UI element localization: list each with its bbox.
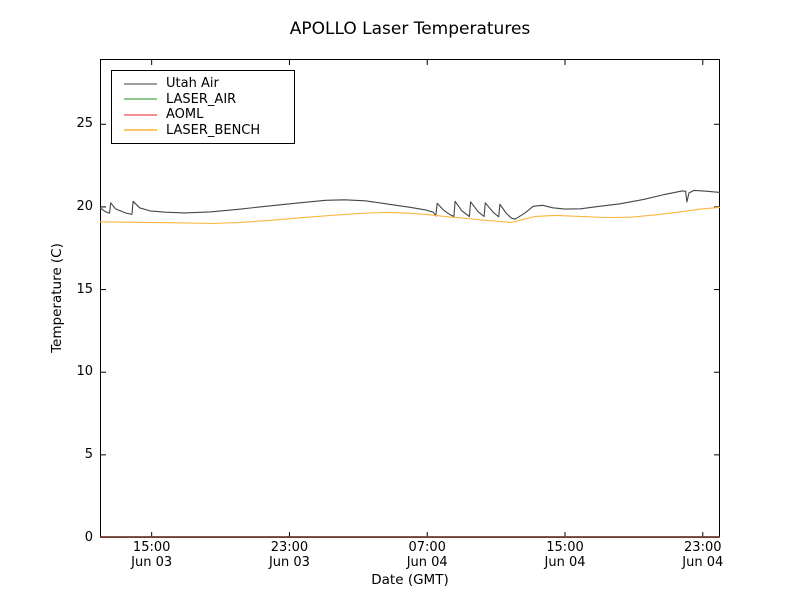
plot-canvas (100, 59, 720, 538)
x-tick-date: Jun 04 (406, 554, 448, 570)
x-tick-label: 23:00 Jun 04 (658, 540, 748, 570)
legend-line-swatch (124, 98, 157, 101)
legend-item: LASER_BENCH (124, 123, 284, 139)
y-tick-label: 10 (76, 364, 93, 380)
x-tick-date: Jun 03 (268, 554, 310, 570)
y-tick-label: 25 (76, 116, 93, 132)
legend-line-swatch (124, 129, 157, 132)
series-line-utah-air (100, 189, 720, 220)
y-tick-label: 20 (76, 198, 93, 214)
x-tick-label: 15:00 Jun 04 (520, 540, 610, 570)
legend-label: LASER_BENCH (166, 122, 261, 138)
x-tick-date: Jun 03 (131, 554, 173, 570)
legend-item: AOML (124, 107, 284, 123)
legend-item: Utah Air (124, 76, 284, 92)
x-tick-time: 23:00 (684, 540, 722, 555)
y-tick-label: 0 (84, 529, 93, 545)
x-tick-time: 15:00 (132, 540, 171, 555)
x-tick-time: 23:00 (270, 540, 309, 555)
series-line-laser-bench (100, 206, 720, 225)
y-tick-label: 5 (84, 446, 93, 462)
x-tick-label: 23:00 Jun 03 (244, 540, 334, 570)
x-tick-label: 07:00 Jun 04 (382, 540, 472, 570)
legend: Utah Air LASER_AIR AOML LASER_BENCH (111, 70, 295, 144)
legend-label: AOML (166, 107, 204, 122)
x-tick-time: 07:00 (408, 540, 446, 555)
plot-area: Utah Air LASER_AIR AOML LASER_BENCH (100, 59, 720, 538)
legend-line-swatch (124, 113, 157, 116)
x-tick-date: Jun 04 (682, 554, 724, 570)
y-tick-label: 15 (76, 281, 93, 297)
legend-item: LASER_AIR (124, 92, 284, 108)
x-tick-time: 15:00 (546, 540, 584, 555)
legend-line-swatch (124, 82, 157, 85)
legend-label: LASER_AIR (166, 91, 237, 107)
x-axis-label: Date (GMT) (371, 572, 449, 588)
x-tick-label: 15:00 Jun 03 (107, 540, 197, 570)
x-tick-date: Jun 04 (544, 554, 586, 570)
legend-label: Utah Air (166, 76, 219, 91)
chart-title: APOLLO Laser Temperatures (289, 19, 531, 39)
